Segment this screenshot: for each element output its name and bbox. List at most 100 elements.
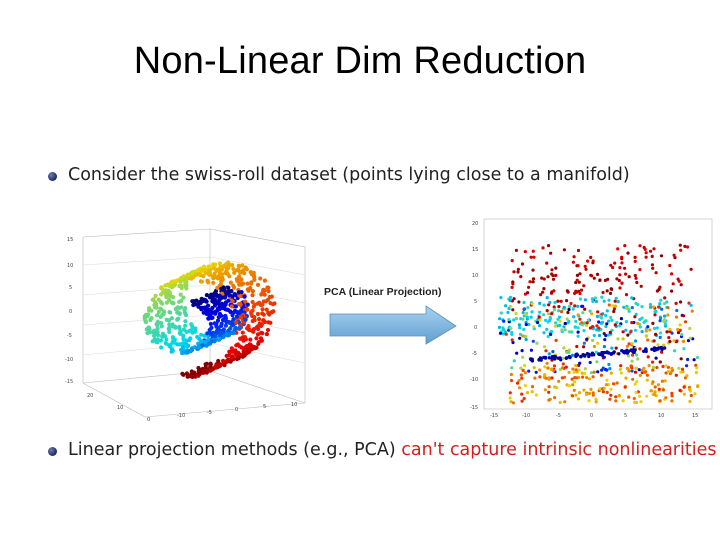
swiss-roll-point [181, 295, 186, 300]
projection-point [591, 261, 595, 265]
projection-point [604, 333, 608, 338]
swiss-roll-point [226, 289, 231, 294]
swiss-roll-point [230, 299, 235, 304]
projection-point [658, 360, 662, 364]
projection-point [682, 392, 686, 396]
projection-point [571, 307, 575, 311]
swiss-roll-point [196, 271, 201, 276]
projection-point [607, 303, 611, 307]
projection-point [522, 327, 526, 332]
y-tick: 15 [472, 247, 478, 253]
swiss-roll-point [215, 285, 220, 291]
swiss-roll-point [246, 350, 251, 355]
swiss-roll-point [201, 274, 206, 279]
swiss-roll-point [214, 275, 219, 280]
arrow-right-icon [329, 305, 457, 345]
swiss-roll-point [264, 307, 269, 312]
projection-point [576, 313, 580, 317]
swiss-roll-point [158, 314, 163, 319]
projection-point [569, 301, 573, 306]
swiss-roll-point [267, 312, 272, 317]
projection-point [640, 368, 644, 372]
swiss-roll-point [243, 265, 248, 270]
projection-point [650, 263, 654, 267]
projection-point [609, 315, 613, 319]
swiss-roll-point [199, 332, 204, 337]
projection-point [598, 387, 602, 391]
projection-point [646, 355, 650, 359]
projection-point [504, 304, 508, 308]
projection-point [508, 304, 512, 308]
swiss-roll-point [234, 343, 239, 348]
swiss-roll-point [177, 305, 182, 311]
projection-point [587, 399, 591, 403]
projection-point [514, 312, 518, 316]
y-tick: -5 [472, 351, 477, 357]
swiss-roll-point [155, 340, 160, 345]
projection-point [683, 320, 688, 324]
projection-point [609, 287, 613, 291]
projection-point [680, 333, 684, 337]
projection-point [619, 371, 623, 375]
projection-point [549, 251, 553, 255]
swiss-roll-point [170, 300, 175, 306]
swiss-roll-point [187, 338, 192, 343]
projection-point [633, 273, 637, 278]
projection-point [576, 334, 580, 338]
projection-point [521, 368, 525, 372]
projection-point [562, 248, 566, 252]
projection-point [651, 365, 656, 369]
swiss-roll-point [237, 282, 242, 287]
swiss-roll-point [223, 300, 229, 305]
projection-point [634, 276, 638, 280]
swiss-roll-point [183, 312, 189, 317]
projection-point [636, 321, 640, 325]
projection-point [574, 393, 578, 397]
swiss-roll-point [144, 327, 149, 332]
projection-point [695, 355, 700, 360]
swiss-roll-point [217, 311, 223, 317]
projection-point [670, 366, 674, 370]
swiss-roll-point [227, 293, 232, 298]
projection-point [612, 307, 616, 311]
projection-point [676, 328, 680, 332]
swiss-roll-point [208, 312, 213, 317]
swiss-roll-point [180, 351, 185, 356]
projection-point [517, 300, 521, 304]
projection-point [651, 266, 655, 270]
projection-point [638, 244, 642, 248]
projection-point [508, 396, 512, 400]
swiss-roll-point [215, 308, 220, 313]
projection-point [567, 384, 572, 388]
projection-point [517, 323, 521, 327]
swiss-roll-point [154, 302, 159, 307]
swiss-roll-point [191, 269, 196, 274]
projection-point [498, 331, 503, 335]
projection-point [590, 274, 594, 278]
x-tick: 10 [291, 402, 297, 408]
projection-point [675, 308, 679, 313]
swiss-roll-point [230, 313, 235, 318]
projection-point [550, 355, 555, 359]
swiss-roll-point [206, 264, 211, 269]
swiss-roll-point [219, 321, 224, 326]
projection-point [622, 305, 626, 309]
projection-point [509, 379, 514, 383]
projection-point [553, 355, 558, 359]
projection-point [636, 357, 640, 361]
projection-y-ticks: 20 15 10 5 0 -5 -10 -15 [470, 221, 478, 411]
projection-point [653, 390, 657, 394]
swiss-roll-point [255, 332, 261, 337]
projection-point [693, 392, 697, 396]
swiss-roll-point [247, 346, 253, 351]
swiss-roll-point [165, 293, 170, 298]
projection-point [498, 317, 502, 321]
projection-point [648, 328, 652, 332]
projection-point [547, 398, 551, 402]
projection-point [563, 328, 567, 332]
swiss-roll-point [150, 339, 155, 344]
projection-point [624, 328, 628, 332]
projection-point [595, 324, 599, 328]
projection-point [579, 288, 584, 292]
swiss-roll-point [217, 261, 222, 266]
